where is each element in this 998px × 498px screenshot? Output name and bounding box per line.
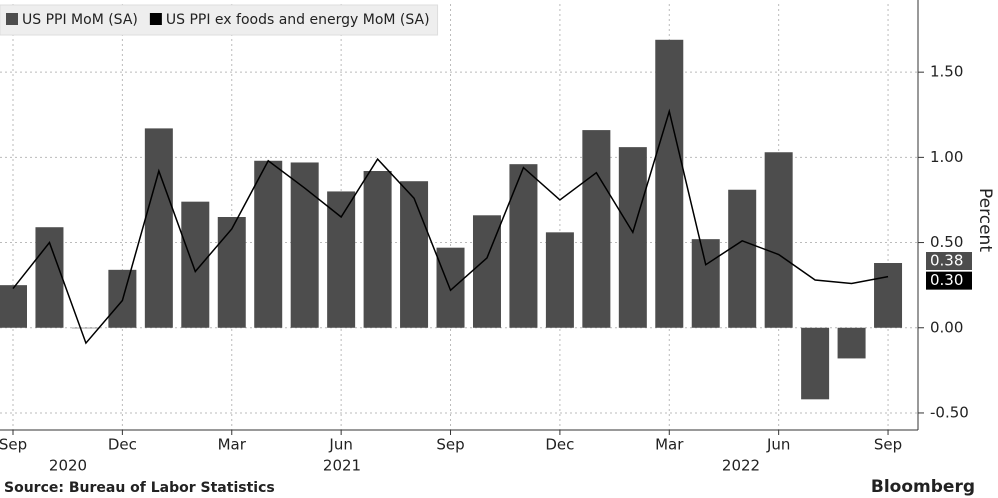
legend-swatch bbox=[149, 13, 162, 25]
bar bbox=[400, 181, 429, 328]
bar bbox=[217, 217, 246, 328]
bar bbox=[71, 327, 100, 329]
x-tick-label: Dec bbox=[545, 436, 574, 454]
bar bbox=[691, 239, 720, 328]
bar bbox=[254, 160, 283, 328]
y-tick-label: 0.50 bbox=[930, 233, 963, 251]
bar bbox=[290, 162, 319, 328]
bar bbox=[837, 327, 866, 359]
x-group-label: 2022 bbox=[722, 457, 760, 475]
x-tick-label: Mar bbox=[218, 436, 247, 454]
y-tick-label: 0.00 bbox=[930, 318, 963, 336]
x-tick-label: Sep bbox=[0, 436, 27, 454]
bar bbox=[764, 152, 793, 328]
bar bbox=[436, 247, 465, 328]
x-group-label: 2021 bbox=[323, 457, 361, 475]
x-group-label: 2020 bbox=[49, 457, 87, 475]
legend-label: US PPI MoM (SA) bbox=[22, 12, 138, 28]
last-value-label: 0.38 bbox=[930, 252, 963, 270]
legend-box bbox=[0, 4, 439, 36]
x-tick-label: Sep bbox=[874, 436, 902, 454]
bar bbox=[582, 130, 611, 328]
line bbox=[12, 108, 889, 345]
source: Source: Bureau of Labor Statistics bbox=[4, 480, 275, 496]
last-value-box bbox=[926, 271, 972, 290]
bar bbox=[181, 201, 210, 328]
x-tick-label: Sep bbox=[436, 436, 464, 454]
bar bbox=[655, 39, 684, 328]
last-value-label: 0.30 bbox=[930, 271, 963, 289]
bar bbox=[509, 164, 538, 328]
legend-label: US PPI ex foods and energy MoM (SA) bbox=[166, 12, 430, 28]
y-tick-label: -0.50 bbox=[930, 403, 969, 421]
bar bbox=[363, 170, 392, 328]
legend-swatch bbox=[6, 13, 18, 25]
y-tick-label: 1.50 bbox=[930, 63, 963, 81]
last-value-box bbox=[926, 252, 972, 271]
bar bbox=[728, 189, 757, 328]
x-tick-label: Jun bbox=[766, 436, 790, 454]
bar bbox=[801, 327, 830, 400]
x-tick-label: Mar bbox=[655, 436, 684, 454]
bar bbox=[0, 285, 27, 328]
bar bbox=[144, 128, 173, 328]
x-tick-label: Dec bbox=[108, 436, 137, 454]
brand: Bloomberg bbox=[871, 477, 975, 497]
y-axis-label: Percent bbox=[975, 188, 995, 252]
bar bbox=[545, 232, 574, 328]
bar bbox=[327, 191, 356, 328]
y-tick-label: 1.00 bbox=[930, 148, 963, 166]
bar bbox=[874, 263, 903, 328]
bar bbox=[618, 147, 647, 328]
x-tick-label: Jun bbox=[328, 436, 352, 454]
